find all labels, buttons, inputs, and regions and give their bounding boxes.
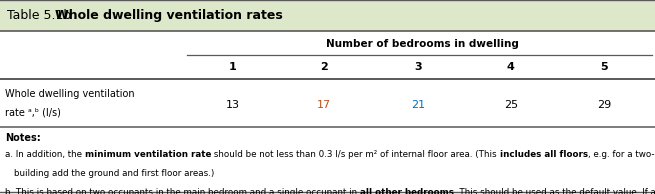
Text: all other bedrooms: all other bedrooms: [360, 188, 454, 194]
Text: 17: 17: [317, 100, 331, 110]
Text: . This should be used as the default value. If a: . This should be used as the default val…: [454, 188, 655, 194]
Text: 4: 4: [507, 62, 515, 72]
Text: 2: 2: [320, 62, 328, 72]
Text: minimum ventilation rate: minimum ventilation rate: [85, 150, 212, 159]
Text: 5: 5: [600, 62, 608, 72]
Text: should be not less than 0.3 l/s per m² of internal floor area. (This: should be not less than 0.3 l/s per m² o…: [212, 150, 500, 159]
Text: includes all floors: includes all floors: [500, 150, 588, 159]
Text: 1: 1: [229, 62, 236, 72]
Text: , e.g. for a two-storey: , e.g. for a two-storey: [588, 150, 655, 159]
Text: 13: 13: [225, 100, 240, 110]
Text: 21: 21: [411, 100, 425, 110]
Text: 25: 25: [504, 100, 518, 110]
Text: Number of bedrooms in dwelling: Number of bedrooms in dwelling: [326, 39, 519, 49]
Text: Whole dwelling ventilation: Whole dwelling ventilation: [5, 89, 135, 99]
Text: b. This is based on two occupants in the main bedroom and a single occupant in: b. This is based on two occupants in the…: [5, 188, 360, 194]
Text: a. In addition, the: a. In addition, the: [5, 150, 85, 159]
Text: Whole dwelling ventilation rates: Whole dwelling ventilation rates: [55, 9, 283, 22]
Text: Table 5.1b: Table 5.1b: [7, 9, 79, 22]
Bar: [0, 0, 655, 31]
Text: Notes:: Notes:: [5, 133, 41, 143]
Text: 29: 29: [597, 100, 611, 110]
Text: 3: 3: [414, 62, 422, 72]
Text: building add the ground and first floor areas.): building add the ground and first floor …: [14, 169, 215, 178]
Text: rate ᵃ,ᵇ (l/s): rate ᵃ,ᵇ (l/s): [5, 107, 61, 118]
